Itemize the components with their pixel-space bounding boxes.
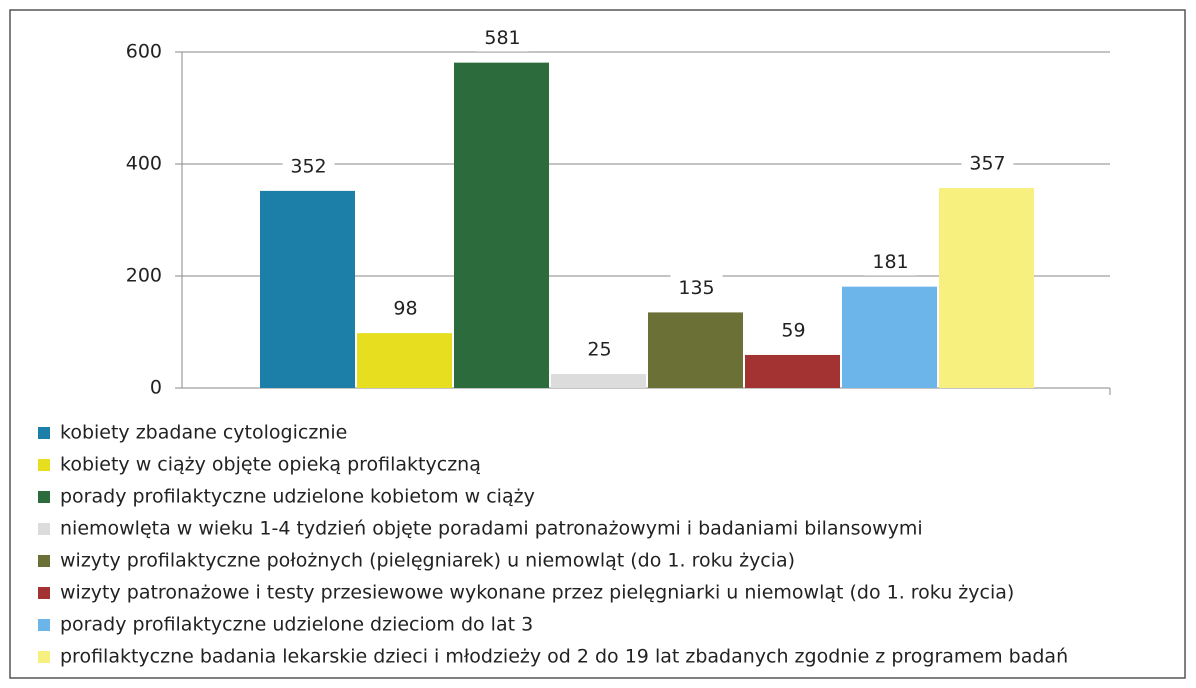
bar xyxy=(551,374,646,388)
bar xyxy=(939,188,1034,388)
legend-text: kobiety w ciąży objęte opieką profilakty… xyxy=(60,454,481,476)
legend-swatch xyxy=(38,555,50,567)
legend-swatch xyxy=(38,491,50,503)
bar xyxy=(454,62,549,388)
legend-swatch xyxy=(38,427,50,439)
legend-swatch xyxy=(38,651,50,663)
label-bg xyxy=(282,153,335,180)
bar xyxy=(648,312,743,388)
legend-swatch xyxy=(38,523,50,535)
bar xyxy=(745,354,840,388)
data-label: 181 xyxy=(872,251,908,273)
label-bg xyxy=(573,337,626,363)
label-bg xyxy=(864,249,917,276)
y-tick-label: 200 xyxy=(126,265,162,287)
legend-swatch xyxy=(38,619,50,631)
data-label: 352 xyxy=(290,155,326,177)
label-bg xyxy=(767,317,820,344)
label-bg xyxy=(670,275,723,302)
data-label: 357 xyxy=(969,153,1005,175)
bar xyxy=(842,286,937,388)
y-tick-label: 0 xyxy=(150,377,162,399)
label-bg xyxy=(379,296,432,323)
label-bg xyxy=(476,25,529,52)
chart-frame xyxy=(9,9,1186,679)
legend-text: wizyty patronażowe i testy przesiewowe w… xyxy=(60,582,1014,604)
data-label: 25 xyxy=(587,339,611,361)
label-bg xyxy=(961,151,1014,178)
legend-swatch xyxy=(38,587,50,599)
data-label: 135 xyxy=(678,277,714,299)
y-tick-label: 600 xyxy=(126,41,162,63)
legend-text: porady profilaktyczne udzielone dzieciom… xyxy=(60,614,533,636)
data-label: 59 xyxy=(781,319,805,341)
legend-text: porady profilaktyczne udzielone kobietom… xyxy=(60,486,535,508)
data-label: 98 xyxy=(393,298,417,320)
data-label: 581 xyxy=(484,27,520,49)
legend-text: wizyty profilaktyczne położnych (pielęgn… xyxy=(60,550,795,572)
bar xyxy=(357,333,452,388)
legend-text: profilaktyczne badania lekarskie dzieci … xyxy=(60,646,1068,668)
legend-text: kobiety zbadane cytologicznie xyxy=(60,422,347,444)
y-tick-label: 400 xyxy=(126,153,162,175)
bar xyxy=(260,190,355,388)
legend-text: niemowlęta w wieku 1-4 tydzień objęte po… xyxy=(60,518,923,540)
legend-swatch xyxy=(38,459,50,471)
